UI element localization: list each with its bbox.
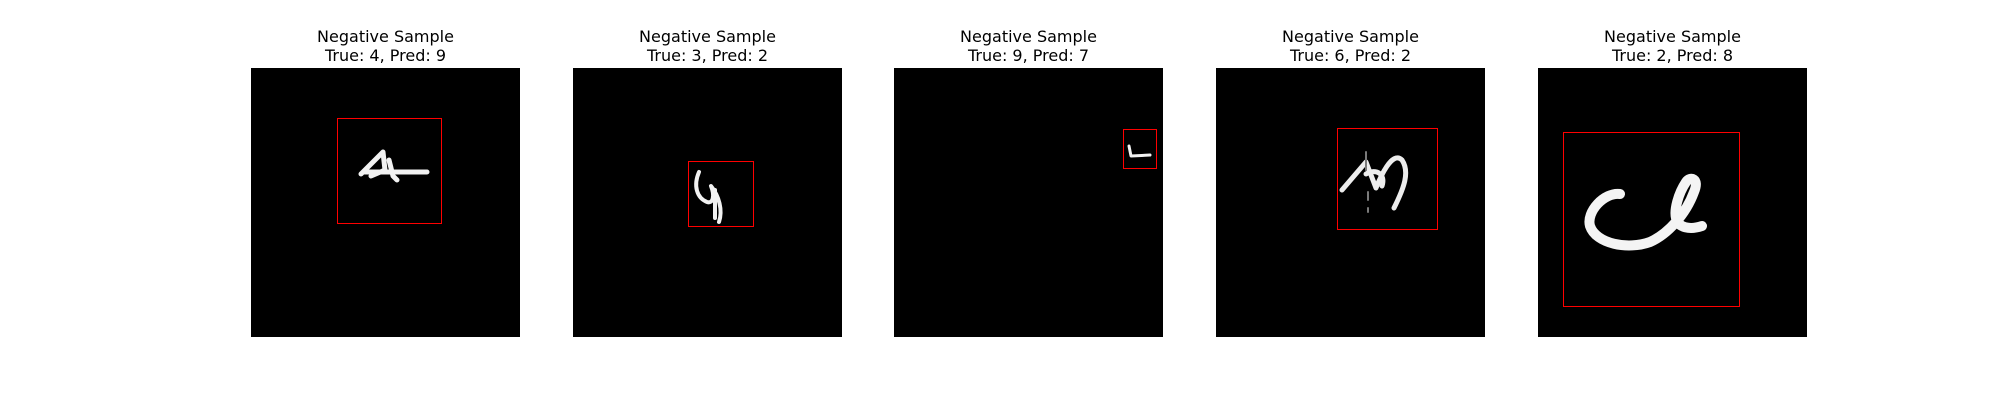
sample-panel-2: Negative Sample True: 3, Pred: 2	[573, 0, 842, 340]
bounding-box	[1123, 129, 1157, 169]
digit-image	[894, 68, 1163, 337]
bounding-box	[1337, 128, 1438, 230]
sample-panel-3: Negative Sample True: 9, Pred: 7	[894, 0, 1163, 340]
panel-subtitle-line: True: 9, Pred: 7	[967, 46, 1090, 65]
panel-title: Negative Sample True: 6, Pred: 2	[1176, 27, 1525, 65]
handwritten-digit-stroke	[358, 149, 430, 183]
panel-title: Negative Sample True: 3, Pred: 2	[533, 27, 882, 65]
panel-title-line: Negative Sample	[1604, 27, 1741, 46]
handwritten-digit-stroke	[694, 170, 723, 224]
panel-title: Negative Sample True: 2, Pred: 8	[1498, 27, 1847, 65]
panel-title-line: Negative Sample	[960, 27, 1097, 46]
bounding-box	[1563, 132, 1740, 307]
panel-subtitle-line: True: 4, Pred: 9	[324, 46, 447, 65]
bounding-box	[688, 161, 754, 227]
bounding-box	[337, 118, 442, 224]
panel-title: Negative Sample True: 9, Pred: 7	[854, 27, 1203, 65]
handwritten-digit-stroke	[1584, 173, 1707, 251]
panel-title-line: Negative Sample	[317, 27, 454, 46]
digit-image	[573, 68, 842, 337]
panel-subtitle-line: True: 2, Pred: 8	[1611, 46, 1734, 65]
panel-title-line: Negative Sample	[639, 27, 776, 46]
digit-image	[1216, 68, 1485, 337]
sample-panel-1: Negative Sample True: 4, Pred: 9	[251, 0, 520, 340]
panel-subtitle-line: True: 3, Pred: 2	[646, 46, 769, 65]
panel-title: Negative Sample True: 4, Pred: 9	[211, 27, 560, 65]
handwritten-digit-stroke	[1127, 144, 1152, 158]
digit-image	[1538, 68, 1807, 337]
digit-image	[251, 68, 520, 337]
handwritten-digit-stroke	[1339, 151, 1409, 213]
sample-panel-5: Negative Sample True: 2, Pred: 8	[1538, 0, 1807, 340]
panel-title-line: Negative Sample	[1282, 27, 1419, 46]
sample-panel-4: Negative Sample True: 6, Pred: 2	[1216, 0, 1485, 340]
panel-subtitle-line: True: 6, Pred: 2	[1289, 46, 1412, 65]
